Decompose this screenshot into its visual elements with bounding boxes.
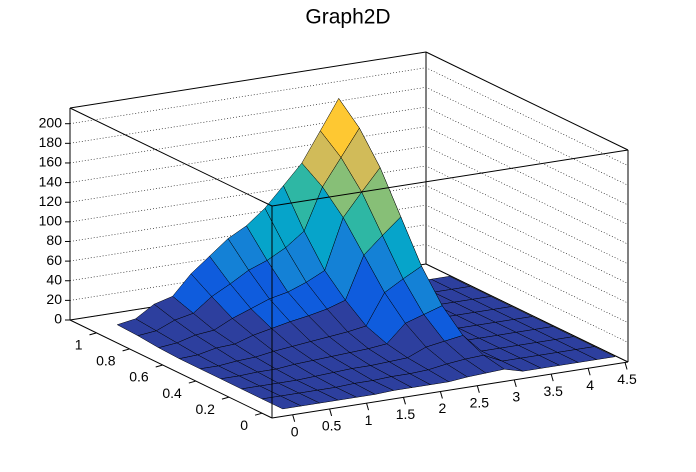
z-tick-label: 160 — [39, 154, 63, 170]
z-tick-label: 0 — [54, 311, 62, 327]
x-tick-label: 4 — [586, 377, 594, 393]
box-edge — [271, 149, 629, 207]
box-edge — [69, 319, 273, 419]
z-tick-label: 80 — [46, 232, 62, 248]
y-tick-label: 0.8 — [96, 353, 116, 369]
y-tick-label: 0.6 — [129, 369, 149, 385]
chart-title: Graph2D — [305, 6, 390, 29]
box-edge — [425, 51, 629, 151]
x-tick-label: 4.5 — [617, 371, 637, 387]
y-tick — [122, 348, 130, 352]
box-edge — [69, 107, 273, 207]
box-edge — [425, 263, 629, 363]
x-tick — [624, 362, 628, 370]
x-tick-label: 0.5 — [322, 418, 342, 434]
x-tick-label: 2.5 — [470, 394, 490, 410]
x-tick — [550, 373, 554, 382]
x-tick — [329, 408, 333, 417]
x-tick — [587, 368, 591, 376]
x-tick-label: 1.5 — [396, 406, 416, 422]
z-tick-label: 20 — [46, 291, 62, 307]
y-tick — [221, 396, 230, 400]
x-tick — [476, 385, 480, 393]
y-tick-label: 0.2 — [195, 401, 215, 417]
x-tick-label: 3.5 — [543, 383, 563, 399]
y-tick-label: 0 — [240, 417, 248, 433]
x-tick-label: 2 — [438, 400, 446, 416]
x-tick-label: 1 — [365, 412, 373, 428]
x-tick — [513, 379, 517, 388]
z-tick-label: 60 — [46, 252, 62, 268]
x-tick-label: 3 — [512, 389, 520, 405]
y-tick — [188, 380, 196, 384]
z-tick-label: 40 — [46, 271, 62, 287]
box-edge — [271, 361, 629, 419]
x-tick — [292, 414, 296, 422]
z-tick-label: 140 — [39, 173, 63, 189]
box-edge — [69, 51, 427, 109]
y-tick-label: 0.4 — [162, 385, 182, 401]
z-tick-label: 120 — [39, 193, 63, 209]
y-tick — [89, 332, 97, 336]
z-tick-label: 200 — [39, 114, 63, 130]
y-tick — [155, 364, 163, 368]
x-tick — [366, 402, 370, 411]
z-tick-label: 100 — [39, 213, 63, 229]
x-tick — [402, 397, 406, 405]
z-tick-label: 180 — [39, 134, 63, 150]
x-tick-label: 0 — [291, 423, 299, 439]
y-tick-label: 1 — [75, 337, 83, 353]
y-tick — [254, 412, 263, 416]
x-tick — [439, 391, 443, 399]
